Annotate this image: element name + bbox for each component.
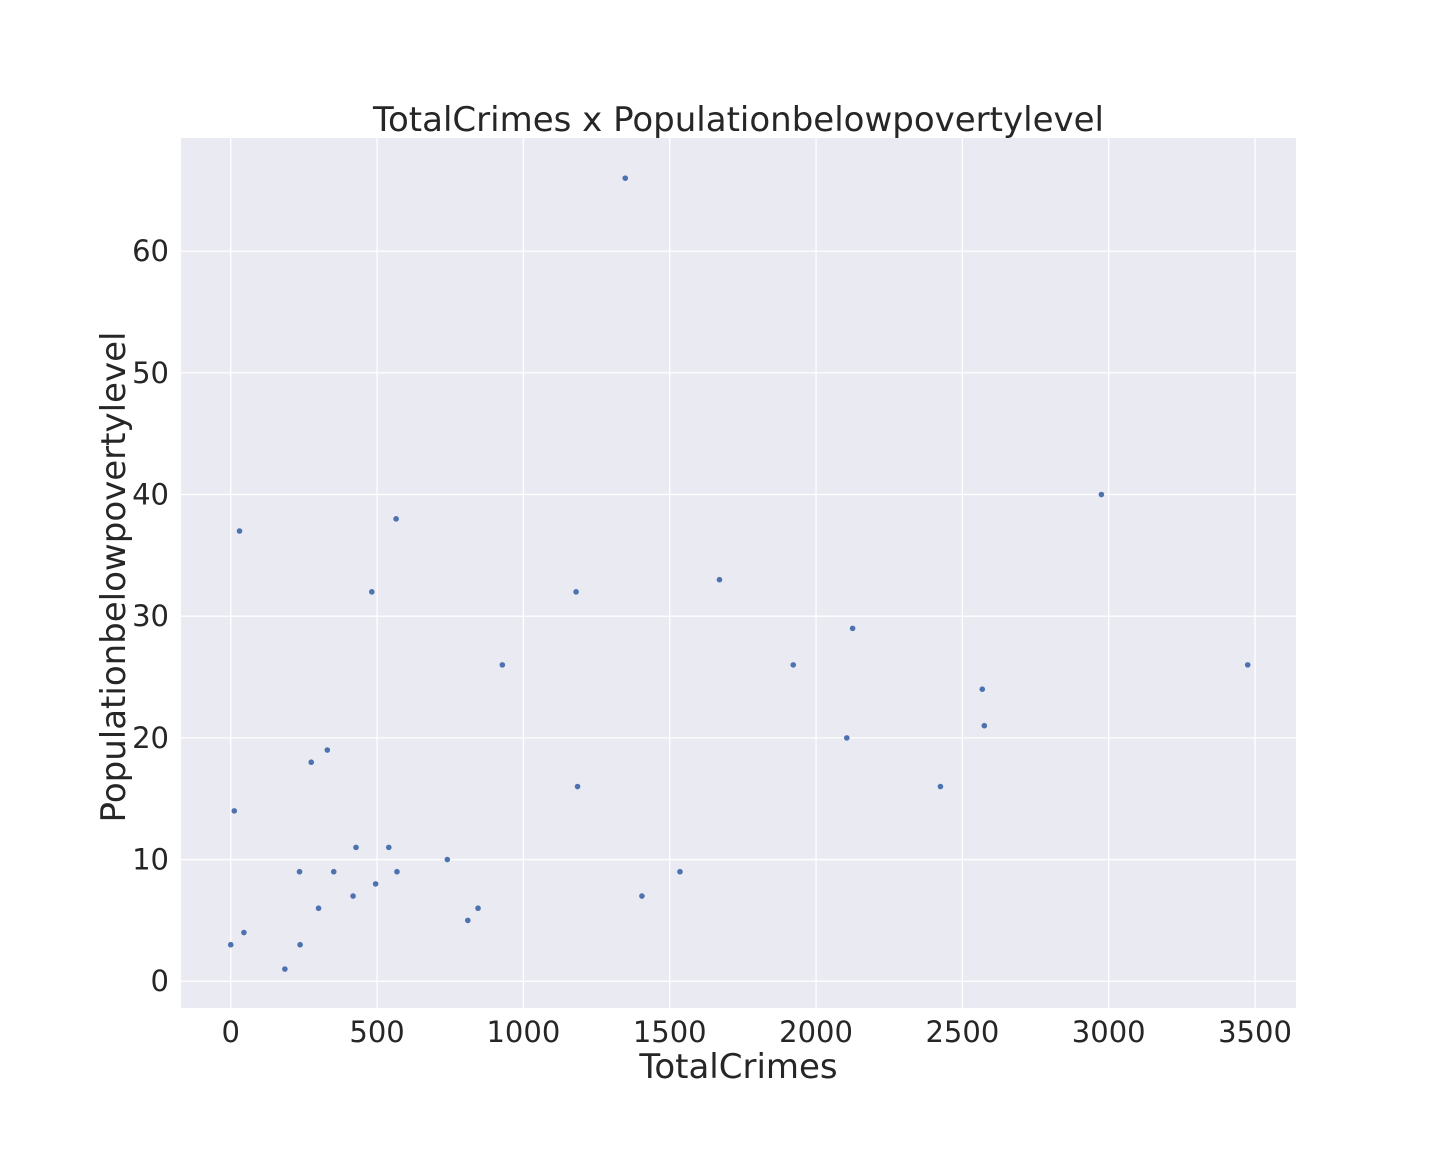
y-tick-label-3: 30 [132, 599, 169, 633]
data-point-5 [296, 868, 303, 875]
data-point-28 [790, 662, 797, 668]
chart-title: TotalCrimes x Populationbelowpovertyleve… [372, 100, 1104, 140]
data-point-1 [231, 808, 238, 814]
data-point-3 [241, 929, 247, 936]
data-point-22 [573, 589, 579, 595]
data-point-29 [843, 735, 850, 741]
data-point-35 [1244, 662, 1251, 668]
data-point-33 [981, 722, 988, 729]
data-point-14 [372, 881, 379, 887]
x-grid-lines [230, 138, 1256, 1008]
data-point-7 [308, 759, 315, 766]
data-point-31 [937, 783, 944, 790]
data-point-17 [394, 868, 400, 875]
y-grid-lines [181, 250, 1296, 982]
data-point-24 [622, 175, 629, 181]
data-point-12 [353, 844, 359, 851]
data-point-27 [716, 576, 723, 583]
data-point-11 [350, 893, 356, 899]
data-point-34 [1098, 491, 1105, 498]
data-point-30 [849, 625, 856, 632]
data-point-32 [979, 686, 986, 693]
data-point-21 [499, 662, 506, 668]
y-tick-label-5: 50 [132, 356, 169, 390]
y-tick-label-6: 60 [132, 234, 169, 268]
data-point-0 [227, 941, 234, 948]
x-tick-labels: 0 500 1000 1500 2000 2500 3000 3500 [222, 1015, 1292, 1049]
x-axis-label: TotalCrimes [638, 1047, 837, 1087]
y-tick-label-0: 0 [151, 964, 169, 998]
data-point-9 [324, 747, 331, 753]
data-point-16 [393, 516, 399, 522]
x-tick-label-7: 3500 [1218, 1015, 1292, 1049]
y-tick-labels: 0 10 20 30 40 50 60 [132, 234, 169, 998]
data-point-19 [464, 917, 471, 924]
plot-area [181, 138, 1296, 1008]
y-tick-label-1: 10 [132, 843, 169, 877]
data-point-8 [315, 905, 322, 912]
data-point-15 [385, 844, 392, 851]
data-point-23 [574, 783, 581, 790]
data-point-6 [297, 941, 303, 948]
data-point-25 [639, 893, 645, 899]
data-point-2 [236, 528, 243, 534]
x-tick-label-4: 2000 [779, 1015, 853, 1049]
data-point-13 [369, 589, 375, 595]
x-tick-label-2: 1000 [486, 1015, 560, 1049]
x-tick-label-0: 0 [222, 1015, 240, 1049]
x-tick-label-1: 500 [349, 1015, 404, 1049]
y-tick-label-4: 40 [132, 478, 169, 512]
data-point-20 [475, 905, 481, 912]
x-tick-label-3: 1500 [633, 1015, 707, 1049]
x-tick-label-5: 2500 [925, 1015, 999, 1049]
y-tick-label-2: 20 [132, 721, 169, 755]
data-point-18 [444, 856, 451, 863]
x-tick-label-6: 3000 [1072, 1015, 1146, 1049]
y-axis-label: Populationbelowpovertylevel [94, 332, 134, 823]
data-point-10 [330, 868, 337, 875]
data-point-26 [677, 868, 683, 875]
data-points [227, 175, 1251, 972]
data-point-4 [282, 966, 288, 972]
